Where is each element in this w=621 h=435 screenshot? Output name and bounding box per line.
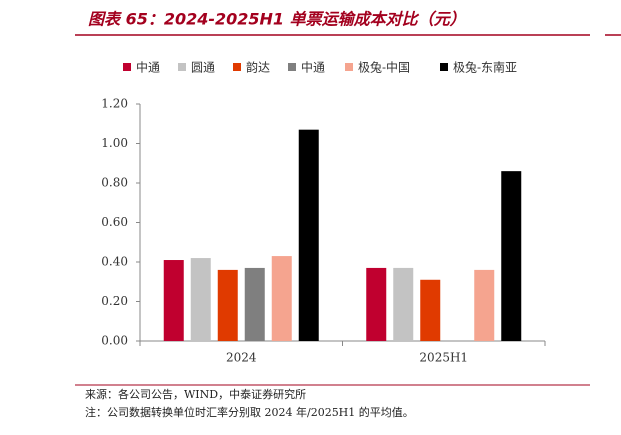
bar [298,129,319,341]
bar [474,269,495,341]
y-tick-label: 0.20 [101,294,128,308]
legend-swatch [288,63,296,71]
legend-swatch [233,63,241,71]
bar [190,258,211,341]
chart-title: 图表 65：2024-2025H1 单票运输成本对比（元） [88,10,466,29]
y-tick-label: 0.00 [101,334,128,348]
legend-label: 中通 [301,60,325,75]
y-tick-label: 1.00 [101,136,128,150]
y-tick-label: 0.40 [101,255,128,269]
legend-swatch [440,63,448,71]
legend-label: 极兔-中国 [358,60,410,75]
legend-label: 极兔-东南亚 [453,60,517,75]
bar [163,260,184,341]
y-tick-label: 1.20 [101,97,128,111]
bar [393,267,414,341]
bar [501,171,522,341]
x-tick-label: 2024 [226,351,257,365]
source: 来源：各公司公告，WIND，中泰证券研究所 [85,387,306,401]
legend-swatch [178,63,186,71]
legend-label: 中通 [136,60,160,75]
y-tick-label: 0.60 [101,215,128,229]
legend-swatch [123,63,131,71]
legend-label: 圆通 [191,61,215,75]
bar [366,267,387,341]
x-tick-label: 2025H1 [419,351,468,365]
legend-swatch [345,63,353,71]
legend-label: 韵达 [246,60,270,75]
y-tick-label: 0.80 [101,176,128,190]
bar [244,267,265,341]
note: 注：公司数据转换单位时汇率分别取 2024 年/2025H1 的平均值。 [85,405,414,419]
bar [271,256,292,341]
bar [420,279,441,341]
bar [217,269,238,341]
